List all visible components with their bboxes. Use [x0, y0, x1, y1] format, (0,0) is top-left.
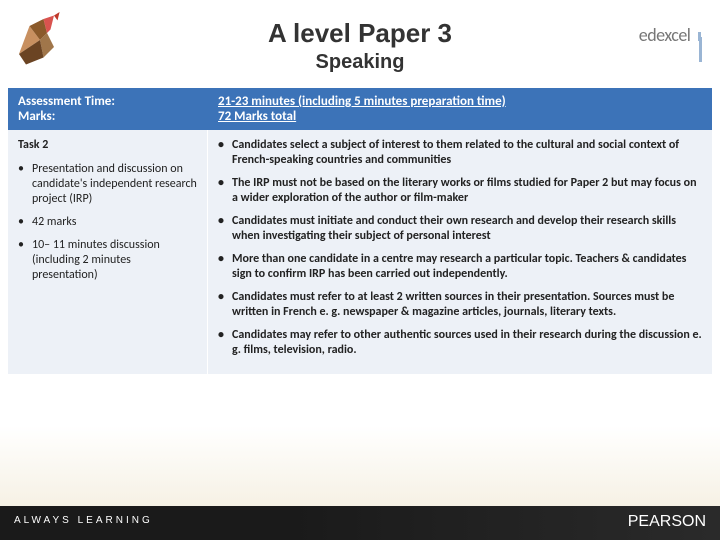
- footer-bar: ALWAYS LEARNING PEARSON: [0, 506, 720, 540]
- list-item: The IRP must not be based on the literar…: [218, 176, 702, 206]
- marks-value: 72 Marks total: [218, 109, 702, 124]
- assessment-table: Assessment Time: Marks: 21-23 minutes (i…: [8, 88, 712, 374]
- list-item: Candidates must refer to at least 2 writ…: [218, 290, 702, 320]
- page-title: A level Paper 3: [0, 18, 720, 49]
- pearson-logo: PEARSON: [628, 513, 706, 531]
- marks-label: Marks:: [18, 109, 198, 124]
- edexcel-logo: edexcel: [639, 24, 702, 46]
- table-body-row: Task 2 Presentation and discussion on ca…: [8, 130, 712, 374]
- list-item: Candidates may refer to other authentic …: [218, 328, 702, 358]
- task-details-list: Presentation and discussion on candidate…: [18, 162, 197, 283]
- header-right-cell: 21-23 minutes (including 5 minutes prepa…: [208, 88, 712, 130]
- brand-text: edexcel: [639, 24, 691, 46]
- page-subtitle: Speaking: [0, 51, 720, 74]
- list-item: Presentation and discussion on candidate…: [18, 162, 197, 207]
- list-item: More than one candidate in a centre may …: [218, 252, 702, 282]
- gradient-overlay: [0, 426, 720, 506]
- assessment-time-value: 21-23 minutes (including 5 minutes prepa…: [218, 94, 702, 109]
- brand-dots-icon: [697, 32, 702, 41]
- origami-rooster-image: [5, 5, 75, 75]
- table-header-row: Assessment Time: Marks: 21-23 minutes (i…: [8, 88, 712, 130]
- body-right-cell: Candidates select a subject of interest …: [208, 130, 712, 374]
- header-left-cell: Assessment Time: Marks:: [8, 88, 208, 130]
- footer-tagline: ALWAYS LEARNING: [14, 515, 153, 526]
- list-item: Candidates must initiate and conduct the…: [218, 214, 702, 244]
- body-left-cell: Task 2 Presentation and discussion on ca…: [8, 130, 208, 374]
- rooster-icon: [5, 5, 75, 75]
- candidate-requirements-list: Candidates select a subject of interest …: [218, 138, 702, 358]
- task-title: Task 2: [18, 138, 197, 152]
- list-item: 42 marks: [18, 215, 197, 230]
- list-item: Candidates select a subject of interest …: [218, 138, 702, 168]
- assessment-time-label: Assessment Time:: [18, 94, 198, 109]
- list-item: 10– 11 minutes discussion (including 2 m…: [18, 238, 197, 283]
